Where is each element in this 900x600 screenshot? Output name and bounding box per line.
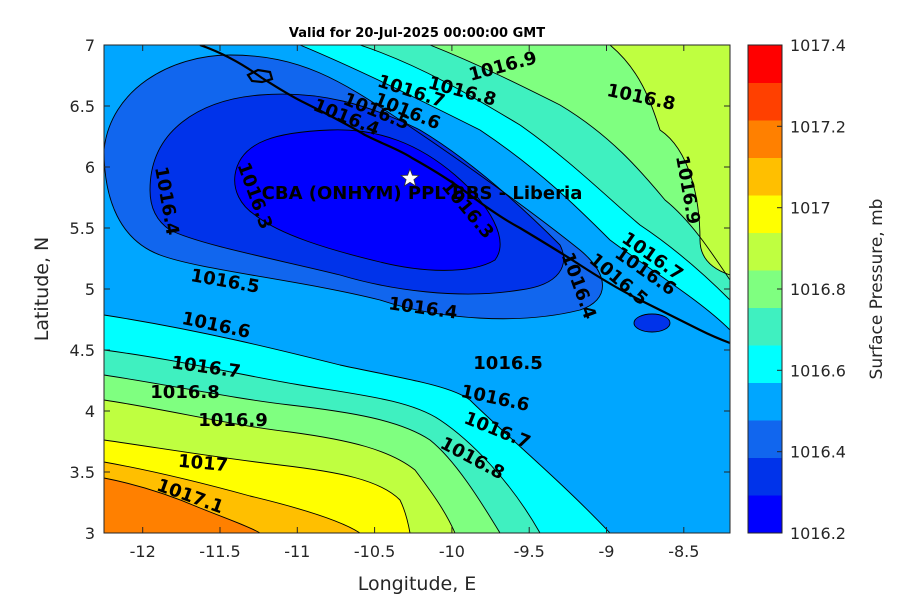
y-tick-label: 3 — [85, 524, 95, 543]
x-tick-label: -9 — [599, 542, 615, 561]
colorbar-swatch — [748, 83, 782, 121]
colorbar-tick-label: 1017.4 — [790, 36, 846, 55]
y-axis: 3 3.5 4 4.5 5 5.5 6 6.5 7 Latitude, N — [31, 36, 730, 543]
colorbar-swatch — [748, 345, 782, 383]
colorbar-label: Surface Pressure, mb — [867, 199, 887, 380]
y-tick-label: 6.5 — [70, 97, 95, 116]
x-tick-label: -9.5 — [514, 542, 545, 561]
band-1016-9-northeast — [610, 45, 730, 275]
colorbar-swatch — [748, 458, 782, 496]
x-tick-label: -12 — [130, 542, 156, 561]
colorbar-swatch — [748, 120, 782, 158]
figure-title: Valid for 20-Jul-2025 00:00:00 GMT — [289, 26, 545, 41]
y-tick-label: 5.5 — [70, 219, 95, 238]
y-tick-label: 4 — [85, 402, 95, 421]
colorbar-tick-label: 1017 — [790, 199, 831, 218]
colorbar-swatch — [748, 420, 782, 458]
x-tick-label: -11.5 — [199, 542, 240, 561]
x-tick-label: -10.5 — [354, 542, 395, 561]
x-axis-label: Longitude, E — [358, 573, 477, 595]
y-tick-label: 4.5 — [70, 341, 95, 360]
colorbar-swatch — [748, 308, 782, 346]
colorbar-tick-label: 1017.2 — [790, 117, 846, 136]
colorbar-swatch — [748, 495, 782, 533]
contour-lines — [104, 45, 730, 533]
colorbar-swatch — [748, 383, 782, 421]
band-1016-3-small — [634, 314, 670, 332]
band-1016-2 — [234, 129, 501, 271]
site-star-icon — [399, 167, 421, 187]
colorbar: 1016.2 1016.4 1016.6 1016.8 1017 1017.2 … — [747, 36, 887, 543]
colorbar-swatch — [748, 158, 782, 196]
x-axis: -12 -11.5 -11 -10.5 -10 -9.5 -9 -8.5 Lon… — [130, 45, 699, 595]
colorbar-tick-label: 1016.8 — [790, 280, 846, 299]
site-label: CBA (ONHYM) PPL BBS - Liberia — [262, 183, 583, 204]
y-tick-label: 3.5 — [70, 463, 95, 482]
y-tick-label: 6 — [85, 158, 95, 177]
x-tick-label: -8.5 — [668, 542, 699, 561]
contour-label: 1016.9 — [198, 410, 267, 431]
contour-label: 1016.5 — [473, 353, 542, 374]
coastline — [199, 45, 730, 345]
colorbar-tick-label: 1016.4 — [790, 443, 846, 462]
colorbar-swatch — [748, 45, 782, 83]
contour-label: 1016.8 — [150, 382, 219, 403]
y-axis-label: Latitude, N — [31, 237, 53, 342]
x-tick-label: -11 — [284, 542, 310, 561]
y-tick-label: 5 — [85, 280, 95, 299]
map-plot-area: 1016.9 1016.8 1016.7 1016.6 1016.5 1016.… — [104, 45, 730, 533]
island — [246, 68, 274, 84]
x-tick-label: -10 — [439, 542, 465, 561]
y-tick-label: 7 — [85, 36, 95, 55]
colorbar-tick-label: 1016.2 — [790, 524, 846, 543]
colorbar-swatch — [748, 233, 782, 271]
colorbar-swatch — [748, 195, 782, 233]
colorbar-tick-label: 1016.6 — [790, 361, 846, 380]
band-1017-2-south — [104, 478, 260, 533]
contour-label: 1017 — [177, 451, 229, 476]
colorbar-swatch — [748, 270, 782, 308]
